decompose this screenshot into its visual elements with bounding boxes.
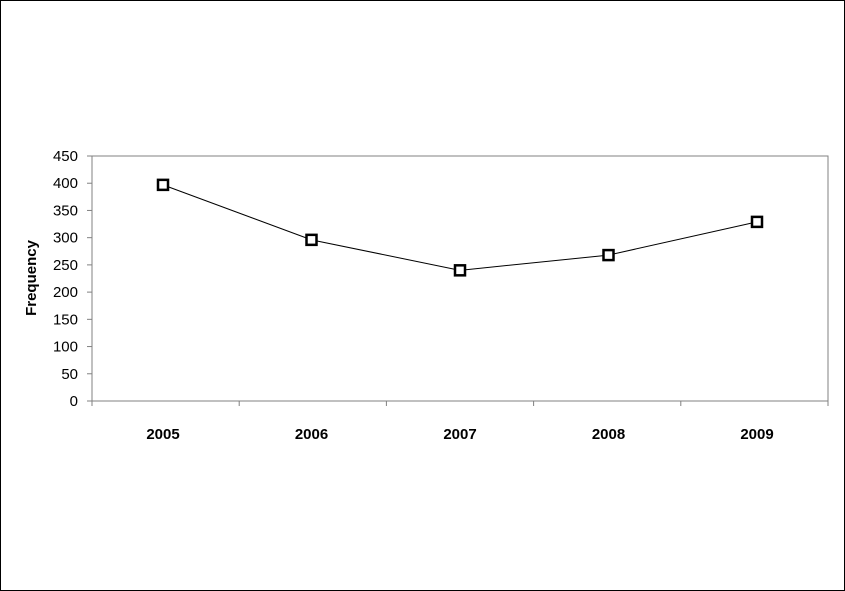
y-tick-label: 200 (53, 284, 78, 301)
data-point (305, 233, 318, 247)
data-point (602, 248, 615, 262)
y-tick-label: 400 (53, 175, 78, 192)
y-tick-label: 450 (53, 148, 78, 165)
x-tick-label: 2005 (146, 426, 179, 443)
y-tick-label: 250 (53, 257, 78, 274)
data-point (750, 215, 764, 229)
x-tick-label: 2008 (592, 426, 625, 443)
series-line (162, 184, 758, 271)
y-tick-label: 100 (53, 339, 78, 356)
y-tick-label: 350 (53, 202, 78, 219)
y-ticks: 0 50 100 150 200 250 300 350 400 450 (53, 148, 92, 410)
data-point (156, 178, 170, 192)
y-tick-label: 50 (61, 366, 78, 383)
plot-area (91, 155, 829, 402)
series-group (156, 178, 764, 277)
y-axis-title: Frequency (23, 239, 40, 316)
y-tick-label: 0 (70, 393, 78, 410)
x-tick-label: 2006 (295, 426, 328, 443)
y-tick-label: 300 (53, 230, 78, 247)
x-ticks: 2005 2006 2007 2008 2009 (91, 401, 829, 443)
x-tick-label: 2007 (443, 426, 476, 443)
y-tick-label: 150 (53, 311, 78, 328)
data-point (453, 264, 467, 277)
x-tick-label: 2009 (740, 426, 773, 443)
